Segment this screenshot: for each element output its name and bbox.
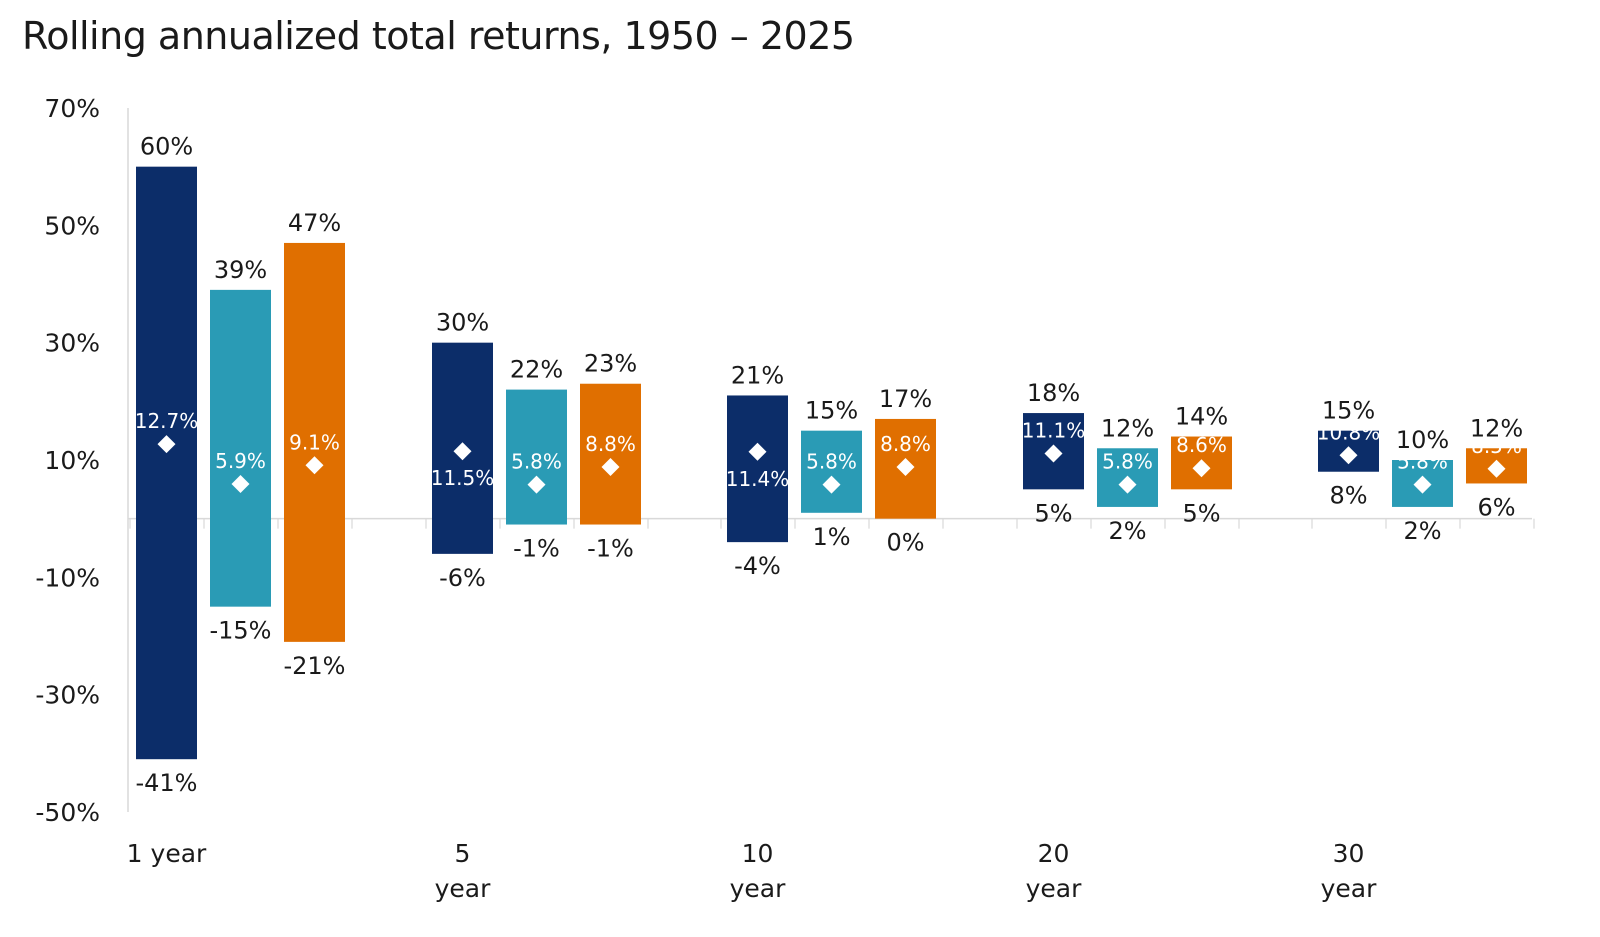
average-value-label: 5.8% bbox=[511, 450, 562, 474]
low-value-label: 8% bbox=[1329, 482, 1367, 510]
x-category-label-line2: year bbox=[435, 874, 491, 903]
average-value-label: 8.5% bbox=[1471, 434, 1522, 458]
high-value-label: 10% bbox=[1396, 426, 1449, 454]
average-marker bbox=[527, 475, 546, 494]
y-tick-label: 10% bbox=[44, 446, 100, 475]
average-marker bbox=[305, 456, 324, 475]
high-value-label: 15% bbox=[805, 397, 858, 425]
x-category-label: 5 bbox=[455, 839, 471, 868]
average-value-label: 8.8% bbox=[880, 432, 931, 456]
average-marker bbox=[157, 435, 176, 454]
range-bar bbox=[727, 395, 788, 543]
average-value-label: 5.8% bbox=[1397, 450, 1448, 474]
chart-title: Rolling annualized total returns, 1950 –… bbox=[22, 14, 855, 58]
low-value-label: -1% bbox=[513, 535, 560, 563]
average-marker bbox=[1044, 444, 1063, 463]
low-value-label: 6% bbox=[1477, 493, 1515, 521]
average-value-label: 8.6% bbox=[1176, 433, 1227, 457]
x-category-label: 30 bbox=[1333, 839, 1365, 868]
x-category-label: 1 year bbox=[127, 839, 207, 868]
average-marker bbox=[1118, 475, 1137, 494]
average-value-label: 8.8% bbox=[585, 432, 636, 456]
low-value-label: -4% bbox=[734, 552, 781, 580]
y-tick-label: -30% bbox=[35, 681, 100, 710]
average-value-label: 10.8% bbox=[1317, 420, 1381, 444]
low-value-label: -15% bbox=[209, 617, 271, 645]
high-value-label: 14% bbox=[1175, 403, 1228, 431]
chart-bars bbox=[136, 166, 1527, 760]
range-bar bbox=[210, 289, 271, 607]
high-value-label: 21% bbox=[731, 361, 784, 389]
x-category-label: 10 bbox=[742, 839, 774, 868]
average-marker bbox=[1413, 475, 1432, 494]
average-value-label: 5.8% bbox=[1102, 450, 1153, 474]
low-value-label: 5% bbox=[1034, 499, 1072, 527]
average-value-label: 12.7% bbox=[135, 409, 199, 433]
chart-data-labels: 60% -41% 12.7% 30% -6% 11.5% 21% -4% 11.4% 18% 5% 1… bbox=[135, 133, 1523, 798]
y-tick-label: 30% bbox=[44, 329, 100, 358]
high-value-label: 47% bbox=[288, 209, 341, 237]
x-category-label-line2: year bbox=[1321, 874, 1377, 903]
average-value-label: 11.4% bbox=[726, 467, 790, 491]
average-marker bbox=[1487, 459, 1506, 478]
average-marker bbox=[822, 475, 841, 494]
high-value-label: 22% bbox=[510, 356, 563, 384]
y-tick-label: 70% bbox=[44, 94, 100, 123]
high-value-label: 17% bbox=[879, 385, 932, 413]
low-value-label: 5% bbox=[1182, 499, 1220, 527]
low-value-label: 2% bbox=[1108, 517, 1146, 545]
average-marker bbox=[453, 442, 472, 461]
range-bar bbox=[506, 389, 567, 525]
y-tick-label: 50% bbox=[44, 211, 100, 240]
low-value-label: -41% bbox=[135, 769, 197, 797]
low-value-label: 2% bbox=[1403, 517, 1441, 545]
x-category-label: 20 bbox=[1038, 839, 1070, 868]
x-category-label-line2: year bbox=[1026, 874, 1082, 903]
average-marker bbox=[896, 458, 915, 477]
average-value-label: 5.9% bbox=[215, 449, 266, 473]
low-value-label: -21% bbox=[283, 652, 345, 680]
x-category-label-line2: year bbox=[730, 874, 786, 903]
average-marker bbox=[1339, 446, 1358, 465]
y-tick-label: -10% bbox=[35, 563, 100, 592]
range-bar bbox=[580, 383, 641, 525]
y-tick-label: -50% bbox=[35, 798, 100, 827]
average-marker bbox=[601, 458, 620, 477]
average-marker bbox=[231, 475, 250, 494]
high-value-label: 60% bbox=[140, 133, 193, 161]
average-value-label: 9.1% bbox=[289, 430, 340, 454]
average-value-label: 11.1% bbox=[1022, 419, 1086, 443]
high-value-label: 12% bbox=[1470, 414, 1523, 442]
low-value-label: 1% bbox=[812, 523, 850, 551]
range-bar bbox=[284, 242, 345, 642]
average-marker bbox=[1192, 459, 1211, 478]
high-value-label: 15% bbox=[1322, 397, 1375, 425]
low-value-label: 0% bbox=[886, 529, 924, 557]
average-marker bbox=[748, 442, 767, 461]
chart-axes: 70% 50% 30% 10% -10% -30% -50% 1 year 5 year 10 yea… bbox=[35, 94, 1535, 903]
high-value-label: 30% bbox=[436, 309, 489, 337]
range-bar bbox=[801, 430, 862, 513]
average-value-label: 5.8% bbox=[806, 450, 857, 474]
low-value-label: -6% bbox=[439, 564, 486, 592]
high-value-label: 12% bbox=[1101, 414, 1154, 442]
low-value-label: -1% bbox=[587, 535, 634, 563]
average-value-label: 11.5% bbox=[431, 466, 495, 490]
high-value-label: 39% bbox=[214, 256, 267, 284]
high-value-label: 23% bbox=[584, 350, 637, 378]
range-bar bbox=[136, 166, 197, 760]
high-value-label: 18% bbox=[1027, 379, 1080, 407]
